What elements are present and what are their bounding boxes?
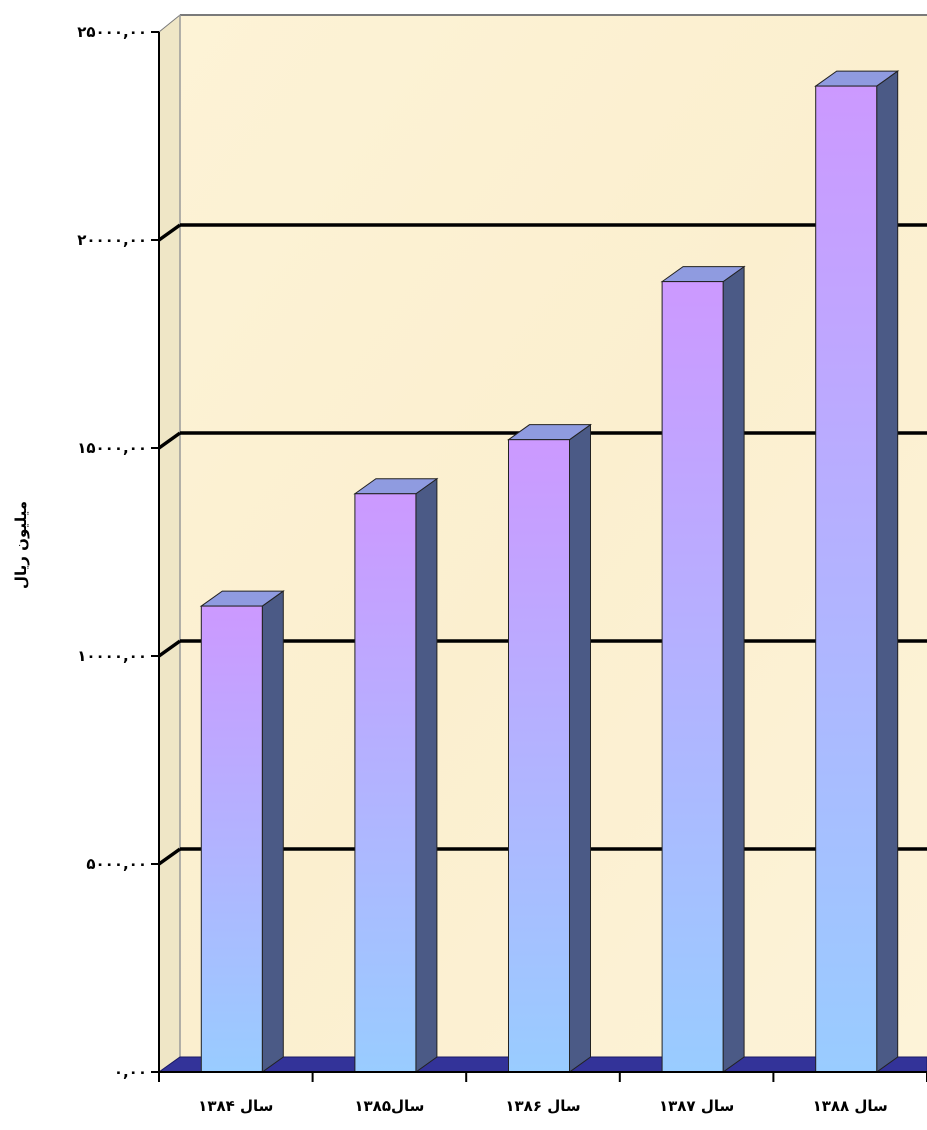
y-tick-label: ۲۵۰۰۰,۰۰ (77, 23, 147, 41)
x-axis-ticks: سال ۱۳۸۴ سال۱۳۸۵ سال ۱۳۸۶ سال ۱۳۸۷ سال ۱۳۸۸ (158, 1072, 927, 1115)
bar-side (876, 70, 899, 1073)
bar (506, 423, 593, 1073)
bar (353, 477, 439, 1073)
bar (199, 590, 285, 1073)
gridline-side (157, 431, 182, 450)
bar-front (661, 281, 724, 1073)
bar (814, 70, 900, 1073)
gridline-side (157, 847, 182, 866)
plot-side-wall (158, 13, 181, 1073)
bar-front (354, 493, 417, 1073)
y-tick-label: ۱۵۰۰۰,۰۰ (77, 439, 147, 457)
gridline-side (157, 639, 182, 658)
bars (199, 70, 900, 1073)
y-axis-title: میلیون ریال (12, 501, 30, 589)
bar-front (508, 439, 570, 1073)
y-tick-label: ۰,۰۰ (114, 1063, 147, 1081)
bar-front (815, 85, 878, 1073)
bar-side (415, 477, 438, 1073)
x-tick-label: سال ۱۳۸۶ (505, 1097, 580, 1115)
y-tick-label: ۲۰۰۰۰,۰۰ (77, 231, 147, 249)
x-tick-label: سال ۱۳۸۷ (659, 1097, 734, 1115)
bar (660, 265, 746, 1073)
bar-side (261, 590, 284, 1073)
gridline-side (157, 223, 182, 242)
bar-front (200, 605, 263, 1073)
x-tick-label: سال ۱۳۸۴ (198, 1097, 273, 1115)
y-tick-label: ۵۰۰۰,۰۰ (86, 855, 147, 873)
x-tick-label: سال ۱۳۸۸ (813, 1097, 888, 1115)
y-axis-ticks: ۰,۰۰ ۵۰۰۰,۰۰ ۱۰۰۰۰,۰۰ ۱۵۰۰۰,۰۰ ۲۰۰۰۰,۰۰ ۲۵۰۰۰… (77, 23, 159, 1081)
x-tick-label: سال۱۳۸۵ (354, 1097, 424, 1115)
bar-side (722, 265, 745, 1073)
y-tick-label: ۱۰۰۰۰,۰۰ (77, 647, 147, 665)
bar-side (569, 423, 591, 1073)
